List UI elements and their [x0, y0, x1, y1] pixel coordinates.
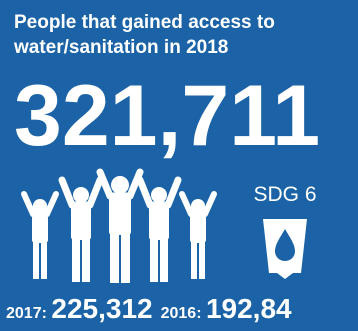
stat-2017: 2017: 225,312 [6, 293, 161, 325]
water-drop-in-glass-icon [263, 219, 307, 279]
stat-2016: 2016: 192,84 [161, 293, 300, 325]
previous-years-stats: 2017: 225,312 2016: 192,84 [0, 293, 358, 331]
stat-value: 225,312 [51, 293, 153, 324]
headline: People that gained access to water/sanit… [14, 12, 275, 58]
stat-year-label: 2016: [160, 305, 202, 322]
person-figure-3 [96, 168, 144, 283]
person-figure-2 [58, 176, 104, 282]
headline-figure: 321,711 [14, 68, 321, 164]
person-figure-1 [21, 191, 59, 279]
sdg-label: SDG 6 [253, 183, 317, 206]
person-figure-5 [179, 191, 217, 279]
person-figure-4 [136, 176, 182, 282]
people-celebrating-icon [21, 168, 217, 283]
stat-year-label: 2017: [6, 305, 47, 322]
stat-value: 192,84 [205, 293, 292, 324]
